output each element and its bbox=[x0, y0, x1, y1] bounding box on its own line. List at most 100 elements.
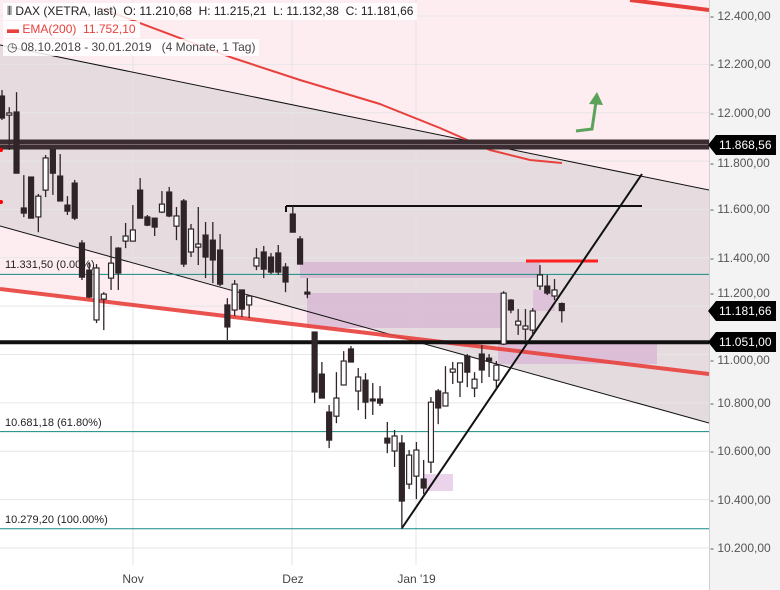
candle-body-down bbox=[544, 285, 551, 294]
price-axis[interactable] bbox=[709, 0, 780, 590]
candle bbox=[195, 207, 202, 266]
candle bbox=[275, 244, 282, 275]
candle bbox=[137, 178, 144, 219]
candle-body-down bbox=[384, 437, 391, 444]
candle-body-down bbox=[326, 411, 333, 441]
candle bbox=[100, 292, 107, 331]
candle-body-up bbox=[246, 295, 253, 306]
candle bbox=[420, 459, 427, 495]
last-price-badge: 11.181,66 bbox=[708, 300, 776, 321]
candle-body-down bbox=[398, 442, 405, 502]
candle bbox=[129, 205, 136, 242]
candle bbox=[304, 278, 311, 299]
candle-body-down bbox=[267, 256, 275, 273]
candle bbox=[376, 385, 384, 407]
edge-marker bbox=[0, 148, 3, 152]
candle bbox=[442, 366, 449, 407]
time-axis-label: Dez bbox=[282, 572, 304, 586]
candle-body-up bbox=[391, 435, 398, 452]
candle-body-down bbox=[137, 189, 144, 219]
legend-row-range: ◷ 08.10.2018 - 30.01.2019 (4 Monate, 1 T… bbox=[3, 39, 260, 56]
candle-body-down bbox=[217, 249, 224, 285]
candle-body-down bbox=[420, 478, 427, 489]
candle bbox=[347, 346, 355, 363]
candle bbox=[384, 421, 391, 454]
candle bbox=[427, 397, 435, 474]
green-arrow-icon bbox=[575, 92, 603, 133]
candle-body-up bbox=[406, 454, 413, 485]
candles-icon: ⫴ bbox=[7, 4, 13, 18]
candle-body-down bbox=[558, 302, 565, 312]
candle bbox=[238, 289, 246, 318]
candle bbox=[0, 89, 6, 120]
candle bbox=[173, 207, 180, 241]
candle-body-down bbox=[57, 175, 64, 202]
candle bbox=[35, 193, 42, 233]
candle bbox=[13, 92, 20, 174]
candle bbox=[558, 302, 565, 323]
candle-body-down bbox=[224, 304, 231, 328]
candle bbox=[296, 236, 304, 265]
candle-body-down bbox=[369, 398, 376, 402]
candle bbox=[93, 264, 100, 324]
candle bbox=[500, 291, 507, 346]
candle-body-up bbox=[442, 392, 449, 407]
candle bbox=[6, 107, 13, 150]
candle bbox=[551, 279, 558, 301]
range-duration: (4 Monate, 1 Tag) bbox=[161, 40, 256, 54]
ohlc-values: O: 11.210,68 H: 11.215,21 L: 11.132,38 C… bbox=[123, 4, 414, 18]
price-level-badge: 11.868,56 bbox=[708, 134, 776, 155]
candle-body-down bbox=[0, 95, 6, 119]
price-level-badge: 11.051,00 bbox=[708, 332, 776, 353]
candle-body-up bbox=[515, 320, 522, 326]
candle-body-down bbox=[347, 348, 355, 363]
candle-body-up bbox=[456, 362, 464, 383]
date-range: 08.10.2018 - 30.01.2019 bbox=[20, 40, 152, 54]
ema-line-icon: ▬ bbox=[7, 22, 19, 36]
candle bbox=[478, 345, 485, 384]
candle-body-up bbox=[42, 157, 49, 191]
candle-body-down bbox=[209, 239, 216, 261]
candle-body-down bbox=[86, 269, 93, 298]
candle bbox=[333, 372, 340, 424]
candle-body-down bbox=[151, 217, 158, 228]
candle bbox=[391, 429, 398, 467]
candle-body-up bbox=[413, 449, 420, 477]
candle-body-up bbox=[529, 310, 536, 331]
candle bbox=[217, 234, 224, 287]
candle bbox=[464, 354, 471, 388]
price-tick-label: - 11.800,00 bbox=[710, 155, 770, 170]
price-tick-label: - 12.000,00 bbox=[710, 105, 771, 120]
candle bbox=[435, 389, 442, 425]
candle bbox=[115, 247, 122, 290]
candle-body-up bbox=[522, 325, 529, 330]
candle-body-up bbox=[536, 274, 544, 287]
candle bbox=[86, 262, 93, 299]
candle-body-up bbox=[500, 292, 507, 345]
uptrend-line bbox=[401, 173, 643, 529]
legend-row-ema[interactable]: ▬ EMA(200) 11.752,10 bbox=[3, 21, 140, 38]
candle bbox=[49, 149, 56, 195]
price-chart[interactable] bbox=[0, 0, 709, 590]
fib-level-label: 11.331,50 (0.00%) bbox=[5, 259, 95, 272]
candle-body-down bbox=[318, 373, 325, 399]
candle-body-down bbox=[296, 238, 304, 265]
candle-body-up bbox=[195, 243, 202, 248]
red-upper-line bbox=[629, 0, 709, 12]
zone-rect-2 bbox=[307, 293, 503, 328]
candle-body-down bbox=[49, 149, 56, 174]
candle bbox=[78, 240, 86, 281]
candle bbox=[260, 245, 267, 279]
candle-body-down bbox=[362, 379, 369, 403]
candle bbox=[369, 383, 376, 415]
time-axis-label: Nov bbox=[122, 572, 144, 586]
candle-body-up bbox=[449, 368, 456, 373]
candle-body-up bbox=[340, 360, 347, 386]
candle bbox=[180, 199, 187, 267]
price-tick-label: - 11.400,00 bbox=[710, 250, 770, 265]
candle-body-down bbox=[115, 247, 122, 274]
candle bbox=[485, 354, 493, 378]
candle bbox=[529, 308, 536, 335]
zone-rect-1 bbox=[300, 262, 540, 278]
candle-body-down bbox=[275, 252, 282, 273]
